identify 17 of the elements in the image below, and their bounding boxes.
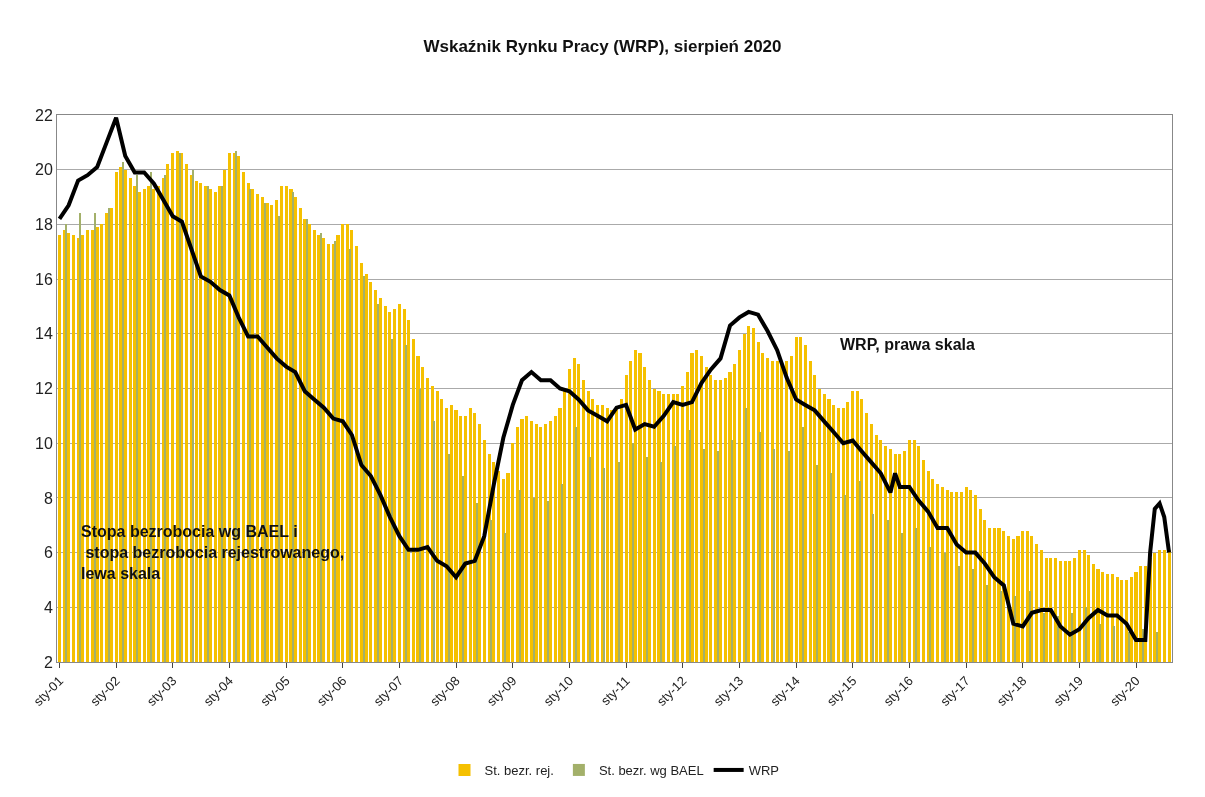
chart-title: Wskaźnik Rynku Pracy (WRP), sierpień 2020 — [423, 36, 782, 56]
legend-label: WRP — [748, 763, 779, 779]
annotation: WRP, prawa skala — [840, 336, 975, 353]
y-tick-label: 16 — [35, 270, 53, 288]
y-tick-label: 18 — [35, 216, 53, 233]
legend-label: St. bezr. rej. — [484, 763, 554, 779]
y-tick-label: 22 — [35, 106, 53, 124]
y-tick-label: 14 — [35, 325, 53, 343]
y-tick-label: 2 — [43, 653, 53, 671]
y-tick-label: 20 — [35, 161, 53, 179]
y-tick-label: 6 — [43, 544, 53, 562]
y-tick-label: 10 — [35, 434, 53, 452]
line-series — [57, 115, 1172, 643]
y-tick-label: 4 — [43, 598, 53, 616]
y-tick-label: 12 — [35, 380, 53, 398]
y-tick-label: 8 — [43, 489, 53, 507]
legend-label: St. bezr. wg BAEL — [598, 763, 704, 779]
